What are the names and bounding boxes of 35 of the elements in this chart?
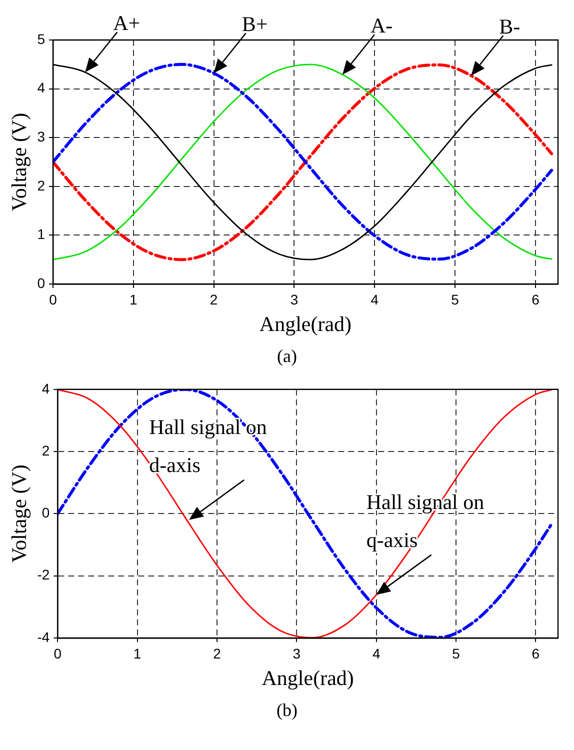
y-tick-label: 2 xyxy=(42,442,50,458)
x-tick-label: 3 xyxy=(290,291,298,308)
x-tick-label: 0 xyxy=(54,645,62,662)
annotation: Hall signal on d-axis xyxy=(149,414,268,477)
y-tick-label: 5 xyxy=(37,30,46,47)
y-tick-label: 2 xyxy=(37,177,46,194)
y-tick-label: 0 xyxy=(42,504,50,521)
y-tick-label: 4 xyxy=(37,80,46,96)
annotation: A- xyxy=(370,14,393,38)
y-tick-label: -2 xyxy=(37,566,50,583)
y-tick-label: -4 xyxy=(37,628,50,645)
x-tick-label: 4 xyxy=(372,645,380,662)
y-axis-title: Voltage (V) xyxy=(7,464,32,563)
x-tick-label: 1 xyxy=(130,291,138,308)
y-tick-label: 0 xyxy=(37,274,46,291)
x-tick-label: 6 xyxy=(532,645,540,662)
annotation: B- xyxy=(499,14,520,39)
x-tick-label: 2 xyxy=(213,645,222,662)
y-tick-label: 1 xyxy=(37,226,46,242)
x-tick-label: 4 xyxy=(370,291,379,308)
y-tick-label: 4 xyxy=(42,380,50,396)
annotation: B+ xyxy=(242,12,268,36)
x-tick-label: 2 xyxy=(210,291,218,308)
x-tick-label: 3 xyxy=(292,645,301,662)
x-axis-title: Angle(rad) xyxy=(262,666,354,690)
text: (b) xyxy=(276,700,298,721)
y-axis-title: Voltage (V) xyxy=(7,112,32,212)
x-tick-label: 5 xyxy=(452,645,460,662)
x-axis-title: Angle(rad) xyxy=(259,312,352,336)
y-tick-label: 3 xyxy=(37,128,46,144)
annotation: A+ xyxy=(113,11,140,36)
x-tick-label: 1 xyxy=(133,645,142,662)
x-tick-label: 5 xyxy=(451,291,460,308)
text: (a) xyxy=(276,346,298,367)
x-tick-label: 6 xyxy=(532,291,540,308)
